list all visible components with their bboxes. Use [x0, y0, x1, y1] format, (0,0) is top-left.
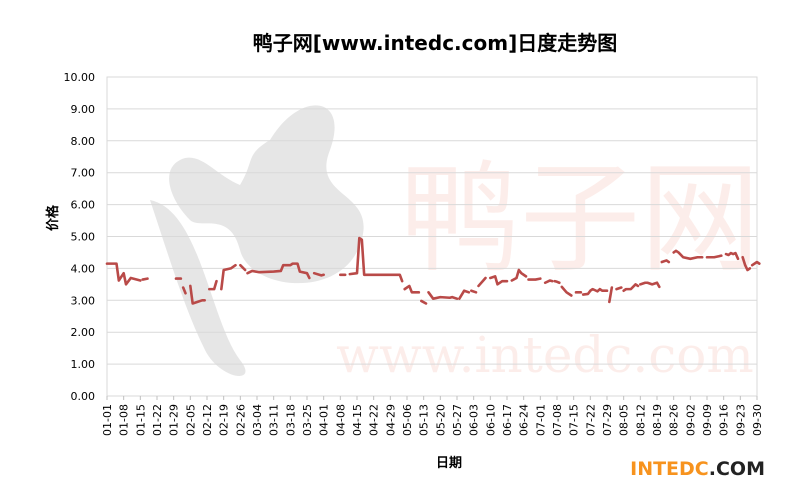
- x-axis-title: 日期: [436, 456, 462, 471]
- series-line-segment: [246, 262, 311, 280]
- x-tick-label: 01-01: [101, 404, 114, 436]
- x-tick-label: 08-26: [668, 404, 681, 436]
- series-line-segment: [208, 279, 218, 291]
- x-tick-label: 02-05: [184, 404, 197, 436]
- x-tick-label: 01-22: [151, 404, 164, 436]
- watermark-url: www.intedc.com: [336, 326, 754, 384]
- y-tick-label: 5.00: [71, 231, 96, 244]
- x-tick-label: 08-05: [618, 404, 631, 436]
- x-tick-label: 06-10: [484, 404, 497, 436]
- y-axis-title: 价格: [45, 204, 61, 231]
- x-tick-label: 03-11: [268, 404, 281, 436]
- x-tick-label: 04-01: [318, 404, 331, 436]
- y-tick-label: 6.00: [71, 199, 96, 212]
- brand-logo-main: INTEDC: [630, 458, 709, 480]
- y-tick-label: 7.00: [71, 167, 96, 180]
- series-line-segment: [312, 271, 325, 277]
- series-line-segment: [672, 249, 704, 261]
- x-tick-label: 06-24: [518, 404, 531, 436]
- x-tick-label: 05-20: [434, 404, 447, 436]
- x-tick-label: 04-29: [384, 404, 397, 436]
- x-tick-label: 01-15: [134, 404, 147, 436]
- x-tick-label: 08-19: [651, 404, 664, 436]
- x-tick-label: 03-04: [251, 404, 264, 436]
- x-tick-label: 09-30: [751, 404, 764, 436]
- watermark: 鸭子网 www.intedc.com: [150, 105, 760, 384]
- series-line-segment: [181, 286, 187, 295]
- chart-title: 鸭子网[www.intedc.com]日度走势图: [253, 31, 617, 55]
- x-tick-label: 04-22: [368, 404, 381, 436]
- x-tick-label: 09-02: [684, 404, 697, 436]
- x-tick-label: 07-29: [601, 404, 614, 436]
- series-line-segment: [622, 283, 640, 293]
- series-line-segment: [705, 254, 723, 259]
- y-axis-ticks: 0.00 1.00 2.00 3.00 4.00 5.00 6.00 7.00 8.00 9.00…: [64, 71, 96, 403]
- x-tick-label: 03-25: [301, 404, 314, 436]
- series-line-segment: [527, 277, 542, 281]
- gridlines: [107, 76, 757, 365]
- series-line-segment: [427, 291, 459, 300]
- x-tick-label: 05-13: [418, 404, 431, 436]
- x-tick-label: 05-27: [451, 404, 464, 436]
- series-line-segment: [750, 260, 761, 267]
- x-tick-label: 07-22: [584, 404, 597, 436]
- y-tick-label: 3.00: [71, 294, 96, 307]
- series-line-segment: [141, 277, 149, 281]
- x-axis-ticks: 01-01 01-08 01-15 01-22 01-29 02-05 02-12 02-19…: [101, 396, 764, 436]
- brand-logo-suffix: .COM: [709, 458, 765, 480]
- series-line-segment: [560, 285, 573, 297]
- x-tick-label: 02-26: [234, 404, 247, 436]
- series-line-segment: [420, 299, 428, 305]
- y-tick-label: 2.00: [71, 326, 96, 339]
- x-tick-label: 02-12: [201, 404, 214, 436]
- series-line-segment: [105, 262, 142, 286]
- x-tick-label: 08-12: [634, 404, 647, 436]
- plot-area: 鸭子网 www.intedc.com 0.00 1.00 2.00 3.00 4.00 5…: [64, 71, 765, 436]
- series-line-segment: [581, 287, 609, 296]
- y-tick-label: 9.00: [71, 103, 96, 116]
- y-tick-label: 1.00: [71, 358, 96, 371]
- series-line-segment: [403, 284, 421, 294]
- x-tick-label: 07-01: [534, 404, 547, 436]
- x-tick-label: 09-23: [734, 404, 747, 436]
- series-line-segment: [724, 251, 740, 261]
- x-tick-label: 04-15: [351, 404, 364, 436]
- series-line-segment: [660, 259, 671, 264]
- series-layer: [105, 236, 761, 305]
- y-tick-label: 10.00: [64, 71, 96, 84]
- y-tick-label: 8.00: [71, 135, 96, 148]
- series-line-segment: [470, 289, 478, 294]
- x-tick-label: 07-08: [551, 404, 564, 436]
- series-line-segment: [489, 275, 509, 286]
- series-line-segment: [608, 286, 614, 304]
- series-line-segment: [741, 255, 752, 272]
- y-tick-label: 4.00: [71, 262, 96, 275]
- y-tick-label: 0.00: [71, 390, 96, 403]
- series-line-segment: [189, 284, 206, 305]
- x-tick-label: 07-15: [568, 404, 581, 436]
- x-tick-label: 01-08: [118, 404, 131, 436]
- x-tick-label: 01-29: [168, 404, 181, 436]
- x-tick-label: 05-06: [401, 404, 414, 436]
- brand-logo-text: INTEDC.COM: [630, 458, 765, 480]
- series-line-segment: [543, 279, 554, 285]
- series-line-segment: [458, 289, 471, 300]
- series-line-segment: [639, 281, 661, 289]
- x-tick-label: 09-16: [718, 404, 731, 436]
- x-tick-label: 06-17: [501, 404, 514, 436]
- x-tick-label: 02-19: [218, 404, 231, 436]
- series-line-segment: [553, 279, 561, 285]
- series-line-segment: [348, 236, 404, 283]
- series-line-segment: [477, 276, 487, 288]
- series-line-segment: [510, 268, 528, 282]
- x-tick-label: 04-08: [334, 404, 347, 436]
- x-tick-label: 06-03: [468, 404, 481, 436]
- x-tick-label: 03-18: [284, 404, 297, 436]
- x-tick-label: 09-09: [701, 404, 714, 436]
- series-line-segment: [239, 263, 247, 272]
- series-line-segment: [220, 263, 237, 291]
- brand-logo: INTEDC.COM: [630, 458, 765, 480]
- series-line-segment: [615, 286, 623, 291]
